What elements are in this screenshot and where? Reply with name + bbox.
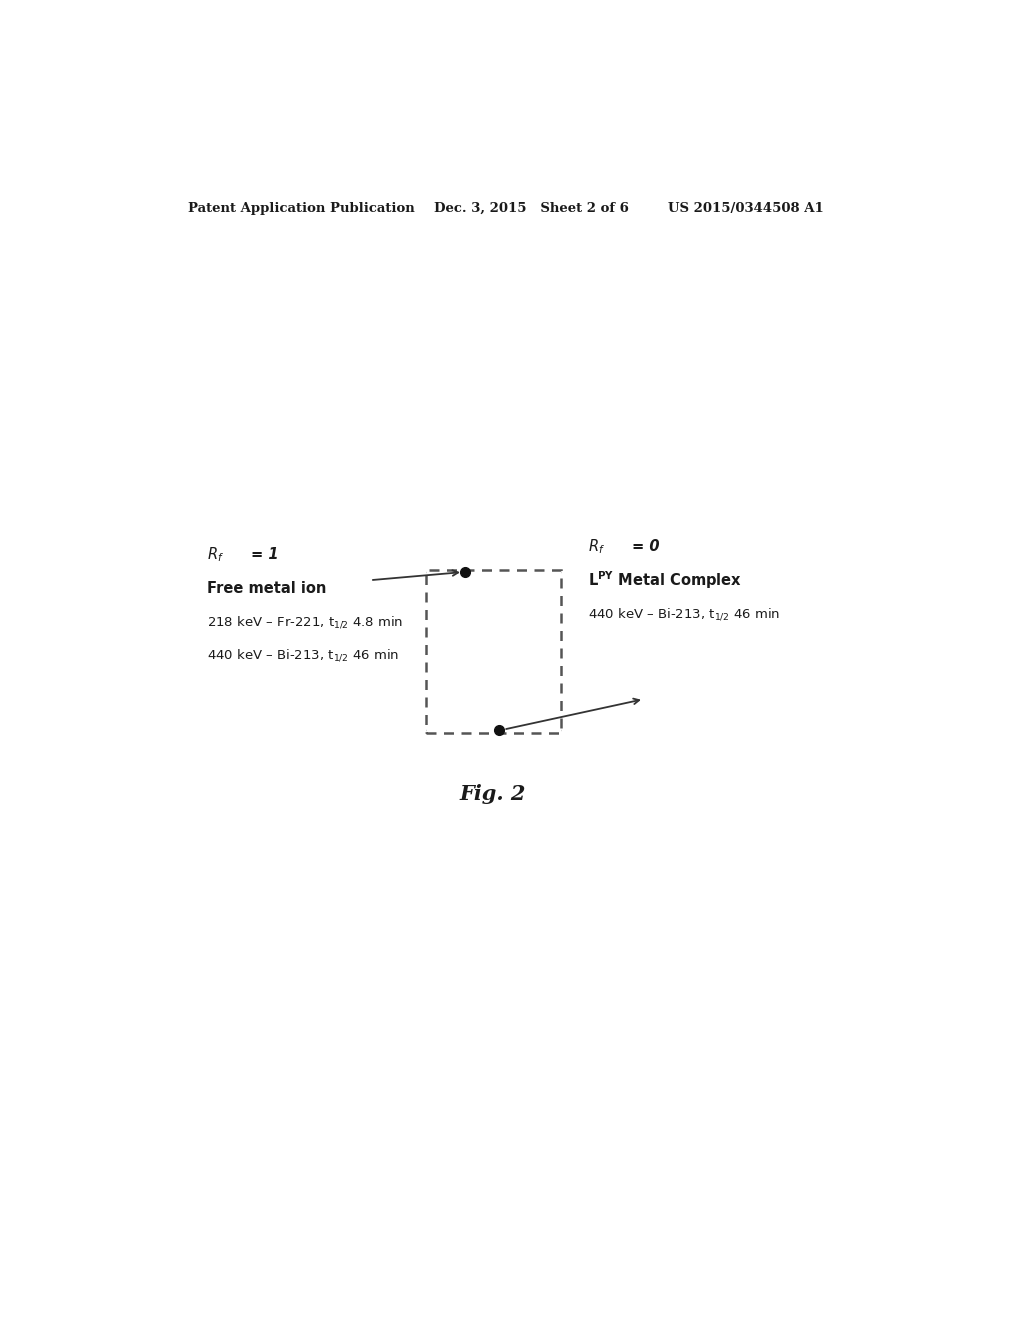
Text: Fig. 2: Fig. 2 — [460, 784, 526, 804]
Text: $\mathit{R_{f}}$: $\mathit{R_{f}}$ — [207, 545, 224, 564]
Text: = 1: = 1 — [251, 548, 279, 562]
Text: = 0: = 0 — [632, 539, 659, 554]
Text: Patent Application Publication: Patent Application Publication — [187, 202, 415, 215]
Bar — [426, 570, 560, 733]
Text: US 2015/0344508 A1: US 2015/0344508 A1 — [668, 202, 823, 215]
Text: Free metal ion: Free metal ion — [207, 581, 327, 595]
Text: Dec. 3, 2015   Sheet 2 of 6: Dec. 3, 2015 Sheet 2 of 6 — [433, 202, 629, 215]
Text: 218 keV – Fr-221, t$_{1/2}$ 4.8 min: 218 keV – Fr-221, t$_{1/2}$ 4.8 min — [207, 614, 403, 630]
Text: 440 keV – Bi-213, t$_{1/2}$ 46 min: 440 keV – Bi-213, t$_{1/2}$ 46 min — [588, 606, 780, 622]
Text: 440 keV – Bi-213, t$_{1/2}$ 46 min: 440 keV – Bi-213, t$_{1/2}$ 46 min — [207, 648, 399, 663]
Text: $\mathit{R_{f}}$: $\mathit{R_{f}}$ — [588, 537, 605, 556]
Text: $\mathbf{L^{PY}}$ Metal Complex: $\mathbf{L^{PY}}$ Metal Complex — [588, 569, 742, 591]
